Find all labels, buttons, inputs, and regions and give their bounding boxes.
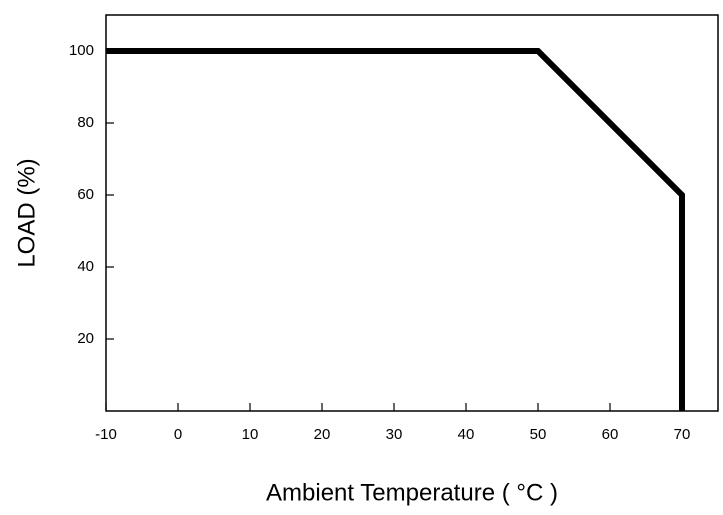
x-tick-label: 0 <box>174 426 182 443</box>
y-tick-label: 100 <box>69 42 94 59</box>
y-tick-label: 40 <box>77 258 94 275</box>
y-tick-label: 80 <box>77 114 94 131</box>
x-axis-title: Ambient Temperature ( °C ) <box>266 479 558 506</box>
x-tick-label: 10 <box>242 426 259 443</box>
x-tick-label: 30 <box>386 426 403 443</box>
x-tick-label: -10 <box>95 426 117 443</box>
x-tick-label: 70 <box>674 426 691 443</box>
x-tick-label: 40 <box>458 426 475 443</box>
y-axis-title: LOAD (%) <box>13 158 40 267</box>
x-tick-label: 20 <box>314 426 331 443</box>
x-tick-label: 60 <box>602 426 619 443</box>
y-tick-label: 60 <box>77 186 94 203</box>
x-tick-label: 50 <box>530 426 547 443</box>
y-tick-label: 20 <box>77 330 94 347</box>
plot-frame <box>105 14 719 412</box>
load-curve <box>106 48 685 411</box>
